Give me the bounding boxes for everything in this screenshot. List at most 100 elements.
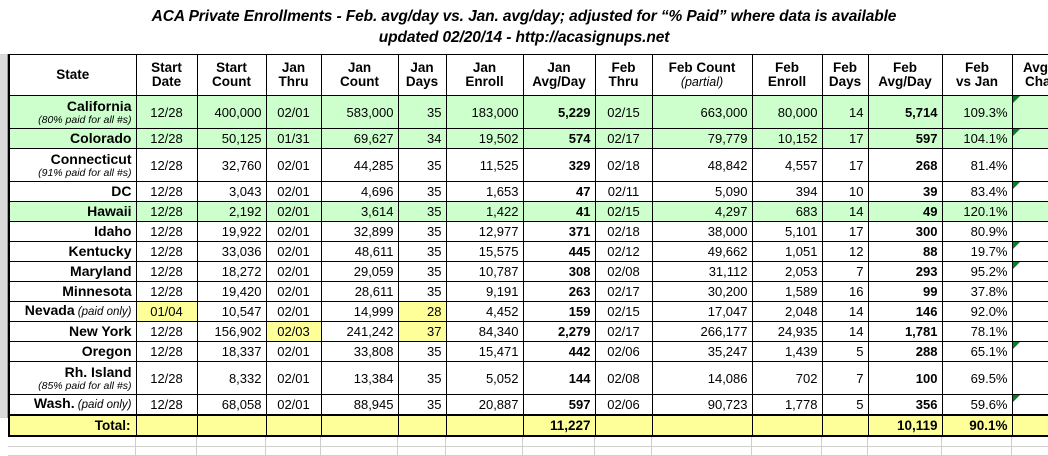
column-header-feb-count[interactable]: Feb Count(partial)	[652, 55, 752, 96]
data-cell[interactable]: 14	[822, 96, 868, 129]
data-cell[interactable]: 241,242	[321, 322, 398, 342]
data-cell[interactable]: 104.1%	[942, 129, 1012, 149]
data-cell[interactable]: 5,052	[446, 362, 523, 395]
data-cell[interactable]: -8%	[1012, 302, 1048, 322]
data-cell[interactable]: 35	[398, 242, 446, 262]
data-cell[interactable]: 12/28	[136, 362, 197, 395]
data-cell[interactable]: 33,808	[321, 342, 398, 362]
data-cell[interactable]: 35	[398, 182, 446, 202]
data-cell[interactable]: -30%	[1012, 362, 1048, 395]
state-name-cell[interactable]: Maryland	[9, 262, 136, 282]
data-cell[interactable]: 5,101	[752, 222, 822, 242]
data-cell[interactable]: 02/01	[266, 202, 321, 222]
data-cell[interactable]: 33,036	[197, 242, 266, 262]
data-cell[interactable]: 109.3%	[942, 96, 1012, 129]
data-cell[interactable]: 7	[822, 362, 868, 395]
data-cell[interactable]: 19,502	[446, 129, 523, 149]
data-cell[interactable]: 34	[398, 129, 446, 149]
data-cell[interactable]: -17%	[1012, 182, 1048, 202]
data-cell[interactable]: 83.4%	[942, 182, 1012, 202]
data-cell[interactable]: 02/06	[595, 342, 652, 362]
data-cell[interactable]: 28,611	[321, 282, 398, 302]
data-cell[interactable]: 59.6%	[942, 395, 1012, 416]
data-cell[interactable]: 12,977	[446, 222, 523, 242]
state-name-cell[interactable]: Idaho	[9, 222, 136, 242]
data-cell[interactable]: 92.0%	[942, 302, 1012, 322]
data-cell[interactable]: 144	[523, 362, 595, 395]
state-name-cell[interactable]: DC	[9, 182, 136, 202]
data-cell[interactable]: 263	[523, 282, 595, 302]
data-cell[interactable]: 288	[868, 342, 942, 362]
data-cell[interactable]: 1,439	[752, 342, 822, 362]
data-cell[interactable]: 35	[398, 262, 446, 282]
data-cell[interactable]: 12/28	[136, 222, 197, 242]
data-cell[interactable]: 88,945	[321, 395, 398, 416]
data-cell[interactable]: +4%	[1012, 129, 1048, 149]
data-cell[interactable]: 3,614	[321, 202, 398, 222]
data-cell[interactable]: 18,272	[197, 262, 266, 282]
data-cell[interactable]: 146	[868, 302, 942, 322]
data-cell[interactable]: 02/17	[595, 129, 652, 149]
data-cell[interactable]: 12/28	[136, 322, 197, 342]
data-cell[interactable]: 597	[868, 129, 942, 149]
data-cell[interactable]: 20,887	[446, 395, 523, 416]
data-cell[interactable]: 2,053	[752, 262, 822, 282]
state-name-cell[interactable]: Colorado	[9, 129, 136, 149]
data-cell[interactable]: 156,902	[197, 322, 266, 342]
data-cell[interactable]: -22%	[1012, 322, 1048, 342]
data-cell[interactable]: 445	[523, 242, 595, 262]
data-cell[interactable]: 79,779	[652, 129, 752, 149]
column-header-state[interactable]: State	[9, 55, 136, 96]
data-cell[interactable]: 48,611	[321, 242, 398, 262]
data-cell[interactable]: 35	[398, 202, 446, 222]
data-cell[interactable]: 01/04	[136, 302, 197, 322]
data-cell[interactable]: 10,152	[752, 129, 822, 149]
data-cell[interactable]: 14,086	[652, 362, 752, 395]
state-name-cell[interactable]: Kentucky	[9, 242, 136, 262]
data-cell[interactable]: 17	[822, 129, 868, 149]
data-cell[interactable]: 12/28	[136, 96, 197, 129]
data-cell[interactable]: 02/01	[266, 96, 321, 129]
data-cell[interactable]: 12/28	[136, 342, 197, 362]
data-cell[interactable]: 1,051	[752, 242, 822, 262]
data-cell[interactable]: 1,778	[752, 395, 822, 416]
data-cell[interactable]: 300	[868, 222, 942, 242]
data-cell[interactable]: 28	[398, 302, 446, 322]
data-cell[interactable]: 80,000	[752, 96, 822, 129]
data-cell[interactable]: 12	[822, 242, 868, 262]
data-cell[interactable]: 90,723	[652, 395, 752, 416]
data-cell[interactable]: 5	[822, 342, 868, 362]
data-cell[interactable]: 35	[398, 395, 446, 416]
data-cell[interactable]: 8,332	[197, 362, 266, 395]
data-cell[interactable]: 9,191	[446, 282, 523, 302]
data-cell[interactable]: 266,177	[652, 322, 752, 342]
data-cell[interactable]: 02/01	[266, 262, 321, 282]
data-cell[interactable]: 308	[523, 262, 595, 282]
data-cell[interactable]: 15,575	[446, 242, 523, 262]
data-cell[interactable]: 2,192	[197, 202, 266, 222]
data-cell[interactable]: 88	[868, 242, 942, 262]
data-cell[interactable]: 371	[523, 222, 595, 242]
data-cell[interactable]: 47	[523, 182, 595, 202]
data-cell[interactable]: 268	[868, 149, 942, 182]
data-cell[interactable]: 44,285	[321, 149, 398, 182]
data-cell[interactable]: 702	[752, 362, 822, 395]
data-cell[interactable]: 41	[523, 202, 595, 222]
data-cell[interactable]: 329	[523, 149, 595, 182]
data-cell[interactable]: 120.1%	[942, 202, 1012, 222]
data-cell[interactable]: 02/15	[595, 96, 652, 129]
data-cell[interactable]: 10	[822, 182, 868, 202]
